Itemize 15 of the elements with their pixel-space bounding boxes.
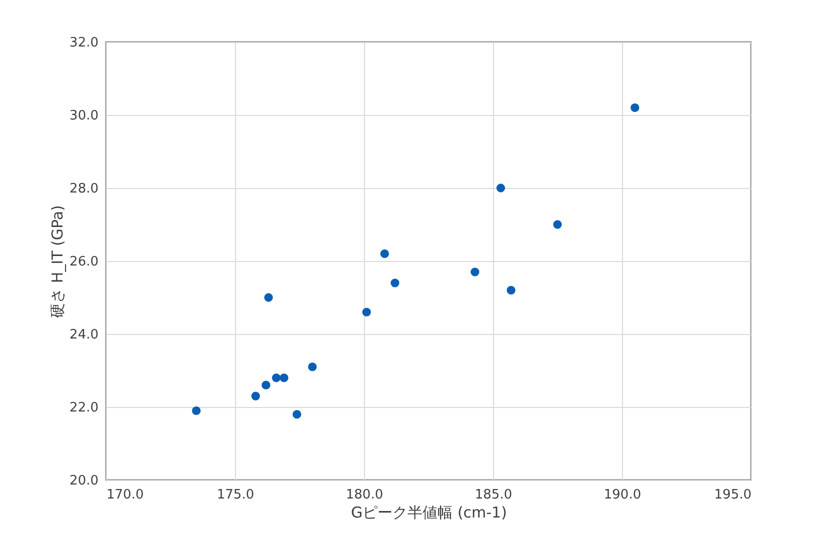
- y-tick-label: 22.0: [70, 400, 98, 416]
- y-tick-label: 28.0: [70, 182, 98, 196]
- x-tick-label: 170.0: [106, 488, 144, 502]
- y-tick-label: 30.0: [70, 108, 98, 124]
- x-tick-label: 175.0: [216, 488, 254, 502]
- y-tick-label: 24.0: [70, 328, 98, 342]
- y-tick-label: 32.0: [70, 36, 98, 50]
- x-axis-title: Gピーク半値幅 (cm-1): [351, 504, 507, 522]
- x-tick-label: 190.0: [604, 488, 642, 502]
- x-tick-label: 180.0: [346, 488, 384, 502]
- y-tick-label: 20.0: [70, 474, 98, 488]
- y-tick-label: 26.0: [70, 254, 98, 270]
- x-tick-label: 195.0: [714, 488, 752, 502]
- y-axis-title: 硬さ H_IT (GPa): [48, 205, 67, 318]
- x-tick-label: 185.0: [474, 488, 512, 502]
